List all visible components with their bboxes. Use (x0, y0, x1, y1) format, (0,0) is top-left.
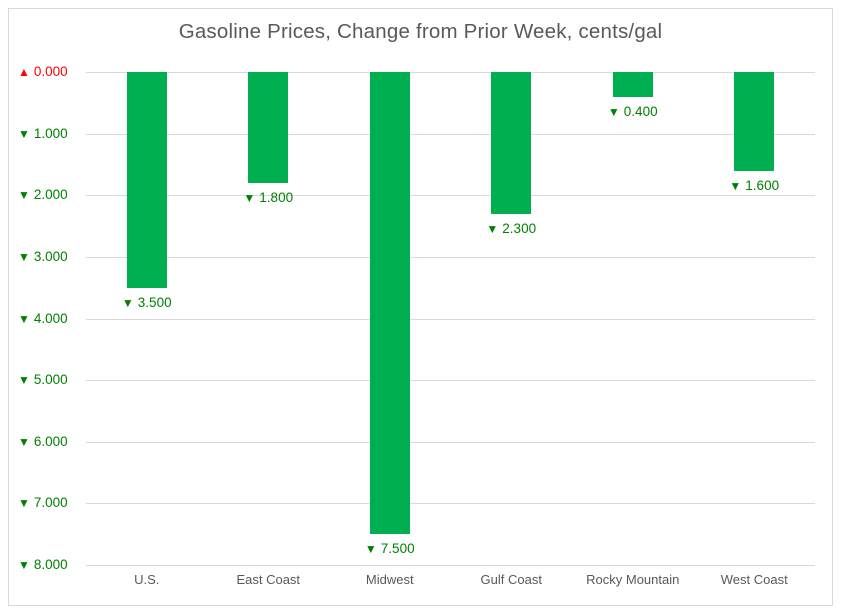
gridline (86, 256, 815, 258)
y-tick-label: ▼ 3.000 (18, 248, 68, 266)
up-triangle-icon: ▲ (18, 65, 30, 79)
down-triangle-icon: ▼ (18, 126, 30, 141)
down-triangle-icon: ▼ (18, 496, 30, 511)
y-tick-value: 0.000 (33, 64, 68, 79)
y-tick-value: 2.000 (33, 187, 68, 203)
bar-data-label: ▼ 1.800 (208, 190, 328, 206)
y-tick-value: 3.000 (33, 248, 68, 264)
gridline (86, 72, 815, 73)
x-category-label: East Coast (236, 572, 301, 587)
y-tick-value: 8.000 (33, 557, 68, 572)
bar-gulf-coast (491, 72, 532, 214)
down-triangle-icon: ▼ (607, 104, 620, 119)
down-triangle-icon: ▼ (243, 190, 256, 205)
bar-data-label: ▼ 7.500 (330, 541, 450, 557)
bar-data-label: ▼ 1.600 (694, 178, 814, 194)
bar-east-coast (248, 72, 289, 183)
y-tick-label: ▼ 2.000 (18, 186, 68, 204)
gridline (86, 380, 815, 382)
gridline (86, 195, 815, 197)
y-tick-value: 7.000 (33, 495, 68, 511)
bar-data-value: 1.800 (259, 189, 294, 205)
bar-west-coast (734, 72, 775, 171)
y-tick-label: ▼ 1.000 (18, 125, 68, 143)
y-tick-value: 1.000 (33, 125, 68, 141)
y-tick-label: ▼ 7.000 (18, 494, 68, 512)
x-category-label: Gulf Coast (480, 572, 542, 587)
bar-data-value: 1.600 (745, 177, 780, 193)
gridline (86, 441, 815, 443)
y-tick-label: ▲ 0.000 (18, 63, 68, 81)
down-triangle-icon: ▼ (18, 558, 30, 572)
gridline (86, 318, 815, 320)
bar-data-value: 0.400 (623, 103, 658, 119)
bar-data-value: 3.500 (137, 294, 172, 310)
down-triangle-icon: ▼ (18, 249, 30, 264)
down-triangle-icon: ▼ (121, 295, 134, 310)
gridline (86, 503, 815, 505)
down-triangle-icon: ▼ (18, 311, 30, 326)
bar-data-label: ▼ 0.400 (573, 104, 693, 120)
y-tick-label: ▼ 5.000 (18, 371, 68, 389)
gridline (86, 133, 815, 135)
bar-data-label: ▼ 2.300 (451, 221, 571, 237)
x-category-label: U.S. (134, 572, 160, 587)
bar-data-value: 2.300 (502, 220, 537, 236)
x-category-label: Midwest (365, 572, 414, 587)
y-tick-value: 5.000 (33, 372, 68, 388)
y-tick-label: ▼ 8.000 (18, 556, 68, 574)
y-tick-label: ▼ 6.000 (18, 433, 68, 451)
down-triangle-icon: ▼ (18, 434, 30, 449)
chart-title: Gasoline Prices, Change from Prior Week,… (178, 20, 663, 43)
down-triangle-icon: ▼ (18, 188, 30, 203)
down-triangle-icon: ▼ (729, 178, 742, 193)
bar-data-label: ▼ 3.500 (87, 295, 207, 311)
down-triangle-icon: ▼ (18, 373, 30, 388)
down-triangle-icon: ▼ (486, 221, 499, 236)
bar-data-value: 7.500 (380, 541, 415, 557)
y-tick-label: ▼ 4.000 (18, 310, 68, 328)
bar-u-s- (126, 72, 167, 288)
x-category-label: Rocky Mountain (586, 572, 680, 587)
bar-midwest (369, 72, 410, 535)
x-category-label: West Coast (720, 572, 788, 587)
down-triangle-icon: ▼ (364, 542, 377, 557)
y-tick-value: 4.000 (33, 310, 68, 326)
y-tick-value: 6.000 (33, 433, 68, 449)
gridline (86, 565, 815, 566)
bar-rocky-mountain (612, 72, 653, 97)
